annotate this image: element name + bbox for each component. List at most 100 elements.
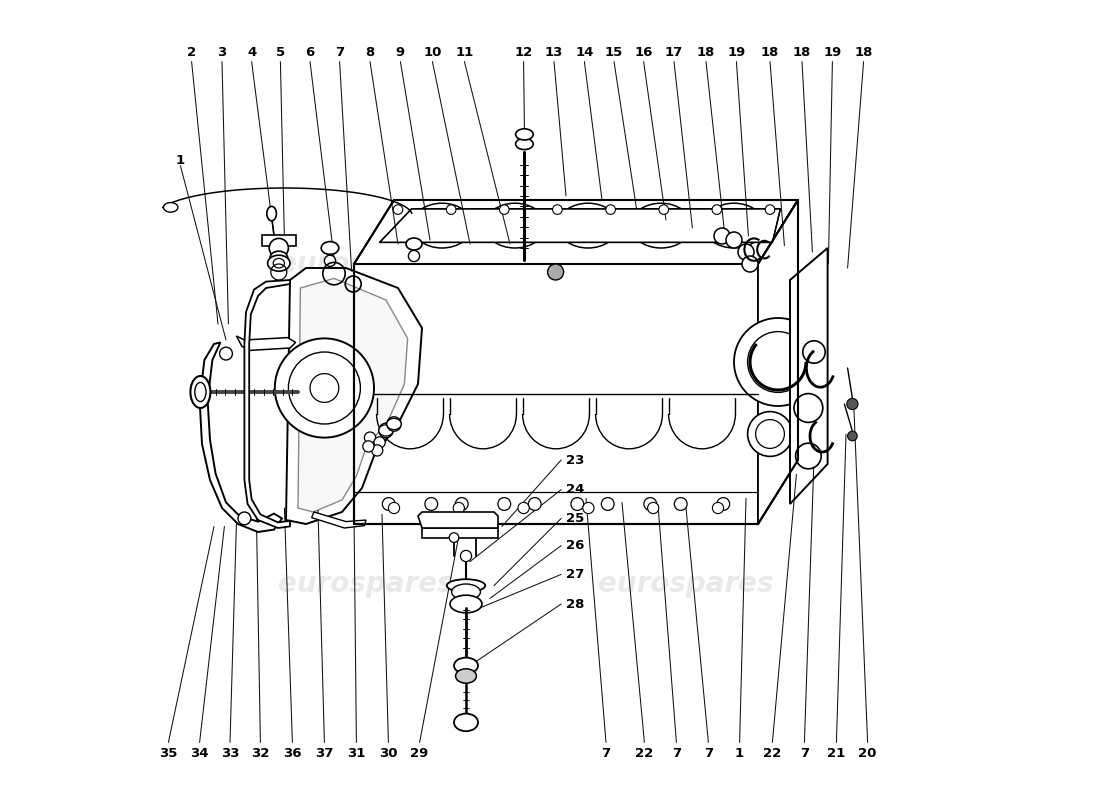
Polygon shape [298, 278, 408, 512]
Circle shape [238, 512, 251, 525]
Text: 32: 32 [251, 747, 270, 760]
Circle shape [803, 341, 825, 363]
Circle shape [425, 498, 438, 510]
Text: 22: 22 [763, 747, 781, 760]
Ellipse shape [630, 203, 692, 248]
Circle shape [275, 338, 374, 438]
Circle shape [310, 374, 339, 402]
Circle shape [220, 347, 232, 360]
Text: 21: 21 [827, 747, 846, 760]
Ellipse shape [447, 579, 485, 592]
Circle shape [518, 502, 529, 514]
Ellipse shape [270, 251, 287, 264]
Text: 8: 8 [365, 46, 375, 58]
Text: 18: 18 [761, 46, 779, 58]
Text: 2: 2 [187, 46, 196, 58]
Text: 18: 18 [855, 46, 872, 58]
Text: 20: 20 [858, 747, 877, 760]
Circle shape [795, 443, 822, 469]
Circle shape [712, 205, 722, 214]
Circle shape [748, 411, 792, 456]
Polygon shape [422, 528, 498, 538]
Text: 13: 13 [544, 46, 563, 58]
Polygon shape [758, 200, 798, 524]
Circle shape [324, 255, 336, 266]
Circle shape [748, 331, 808, 392]
Ellipse shape [558, 203, 618, 248]
Ellipse shape [516, 138, 534, 150]
Polygon shape [244, 280, 290, 528]
Text: 7: 7 [336, 46, 344, 58]
Text: 35: 35 [160, 747, 177, 760]
Text: 7: 7 [602, 747, 610, 760]
Polygon shape [262, 235, 296, 246]
Circle shape [726, 232, 742, 248]
Circle shape [606, 205, 615, 214]
Ellipse shape [190, 376, 210, 408]
Text: 19: 19 [823, 46, 842, 58]
Text: 11: 11 [455, 46, 473, 58]
Circle shape [756, 419, 784, 448]
Ellipse shape [569, 211, 608, 240]
Circle shape [408, 250, 419, 262]
Circle shape [766, 205, 774, 214]
Text: 26: 26 [566, 539, 584, 552]
Ellipse shape [411, 203, 472, 248]
Text: 16: 16 [635, 46, 652, 58]
Polygon shape [199, 342, 282, 532]
Circle shape [659, 205, 669, 214]
Ellipse shape [321, 242, 339, 254]
Text: 22: 22 [636, 747, 653, 760]
Ellipse shape [195, 382, 206, 402]
Ellipse shape [516, 129, 534, 140]
Ellipse shape [641, 211, 681, 240]
Ellipse shape [273, 258, 285, 268]
Text: 29: 29 [410, 747, 429, 760]
Polygon shape [311, 512, 366, 528]
Text: 1: 1 [735, 747, 745, 760]
Text: eurospares: eurospares [598, 250, 773, 278]
Polygon shape [354, 264, 758, 524]
Circle shape [847, 398, 858, 410]
Circle shape [455, 498, 469, 510]
Text: 37: 37 [316, 747, 333, 760]
Ellipse shape [454, 714, 478, 731]
Text: 12: 12 [515, 46, 532, 58]
Circle shape [498, 498, 510, 510]
Circle shape [848, 431, 857, 441]
Circle shape [388, 502, 399, 514]
Text: 17: 17 [664, 46, 683, 58]
Text: 3: 3 [218, 46, 227, 58]
Ellipse shape [387, 418, 402, 430]
Ellipse shape [422, 211, 462, 240]
Ellipse shape [267, 255, 290, 271]
Text: 1: 1 [176, 154, 185, 166]
Circle shape [528, 498, 541, 510]
Circle shape [364, 432, 375, 443]
Text: 34: 34 [190, 747, 209, 760]
Ellipse shape [267, 206, 276, 221]
Text: 7: 7 [704, 747, 713, 760]
Circle shape [374, 437, 385, 448]
Text: 30: 30 [379, 747, 398, 760]
Text: 23: 23 [566, 454, 584, 466]
Circle shape [648, 502, 659, 514]
Circle shape [602, 498, 614, 510]
Text: 5: 5 [276, 46, 285, 58]
Text: eurospares: eurospares [278, 250, 453, 278]
Ellipse shape [455, 669, 476, 683]
Text: 9: 9 [396, 46, 405, 58]
Text: 10: 10 [424, 46, 441, 58]
Text: 19: 19 [727, 46, 746, 58]
Polygon shape [286, 268, 422, 524]
Circle shape [499, 205, 509, 214]
Text: 36: 36 [283, 747, 301, 760]
Text: 14: 14 [575, 46, 594, 58]
Text: eurospares: eurospares [278, 570, 453, 598]
Circle shape [713, 502, 724, 514]
Polygon shape [354, 200, 798, 264]
Circle shape [453, 502, 464, 514]
Circle shape [270, 238, 288, 258]
Text: 18: 18 [696, 46, 715, 58]
Circle shape [461, 550, 472, 562]
